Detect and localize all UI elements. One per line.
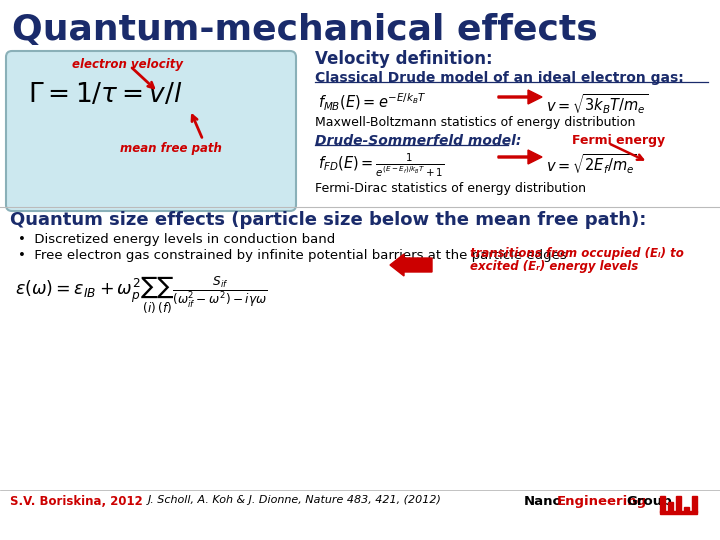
Text: excited (Eᵣ) energy levels: excited (Eᵣ) energy levels — [470, 260, 638, 273]
Text: Quantum-mechanical effects: Quantum-mechanical effects — [12, 13, 598, 47]
Text: Classical Drude model of an ideal electron gas:: Classical Drude model of an ideal electr… — [315, 71, 684, 85]
Text: $\Gamma = 1/\tau = v/l$: $\Gamma = 1/\tau = v/l$ — [28, 82, 183, 108]
Bar — [692, 496, 697, 512]
Polygon shape — [390, 254, 432, 276]
Text: $f_{FD}(E) = \frac{1}{e^{(E-E_f)/k_BT}+1}$: $f_{FD}(E) = \frac{1}{e^{(E-E_f)/k_BT}+1… — [318, 152, 444, 179]
Polygon shape — [498, 90, 542, 104]
Text: Nano: Nano — [524, 495, 563, 508]
Text: Maxwell-Boltzmann statistics of energy distribution: Maxwell-Boltzmann statistics of energy d… — [315, 116, 635, 129]
Text: transitions from occupied (Eᵢ) to: transitions from occupied (Eᵢ) to — [470, 247, 684, 260]
Text: Fermi-Dirac statistics of energy distribution: Fermi-Dirac statistics of energy distrib… — [315, 182, 586, 195]
Text: Engineering: Engineering — [557, 495, 647, 508]
Text: $v = \sqrt{3k_BT/m_e}$: $v = \sqrt{3k_BT/m_e}$ — [546, 92, 649, 116]
Text: Group: Group — [626, 495, 672, 508]
Bar — [660, 511, 697, 514]
Text: S.V. Boriskina, 2012: S.V. Boriskina, 2012 — [10, 495, 143, 508]
Text: Fermi energy: Fermi energy — [572, 134, 665, 147]
Text: •  Free electron gas constrained by infinite potential barriers at the particle : • Free electron gas constrained by infin… — [18, 249, 567, 262]
Bar — [660, 496, 665, 512]
FancyBboxPatch shape — [6, 51, 296, 211]
Text: mean free path: mean free path — [120, 142, 222, 155]
Text: Drude-Sommerfeld model:: Drude-Sommerfeld model: — [315, 134, 521, 148]
Text: $\varepsilon(\omega) = \varepsilon_{IB} + \omega_p^2 \sum_{(i)} \sum_{(f)} \frac: $\varepsilon(\omega) = \varepsilon_{IB} … — [15, 275, 268, 316]
Bar — [668, 502, 673, 512]
Text: Velocity definition:: Velocity definition: — [315, 50, 492, 68]
Text: electron velocity: electron velocity — [72, 58, 183, 71]
Bar — [676, 496, 681, 512]
Bar — [684, 507, 689, 512]
Text: J. Scholl, A. Koh & J. Dionne, Nature 483, 421, (2012): J. Scholl, A. Koh & J. Dionne, Nature 48… — [148, 495, 442, 505]
Text: $v = \sqrt{2E_f/m_e}$: $v = \sqrt{2E_f/m_e}$ — [546, 152, 637, 176]
Text: Quantum size effects (particle size below the mean free path):: Quantum size effects (particle size belo… — [10, 211, 647, 229]
Polygon shape — [498, 150, 542, 164]
Text: •  Discretized energy levels in conduction band: • Discretized energy levels in conductio… — [18, 233, 336, 246]
Text: $f_{MB}(E) = e^{-E/k_BT}$: $f_{MB}(E) = e^{-E/k_BT}$ — [318, 92, 426, 113]
